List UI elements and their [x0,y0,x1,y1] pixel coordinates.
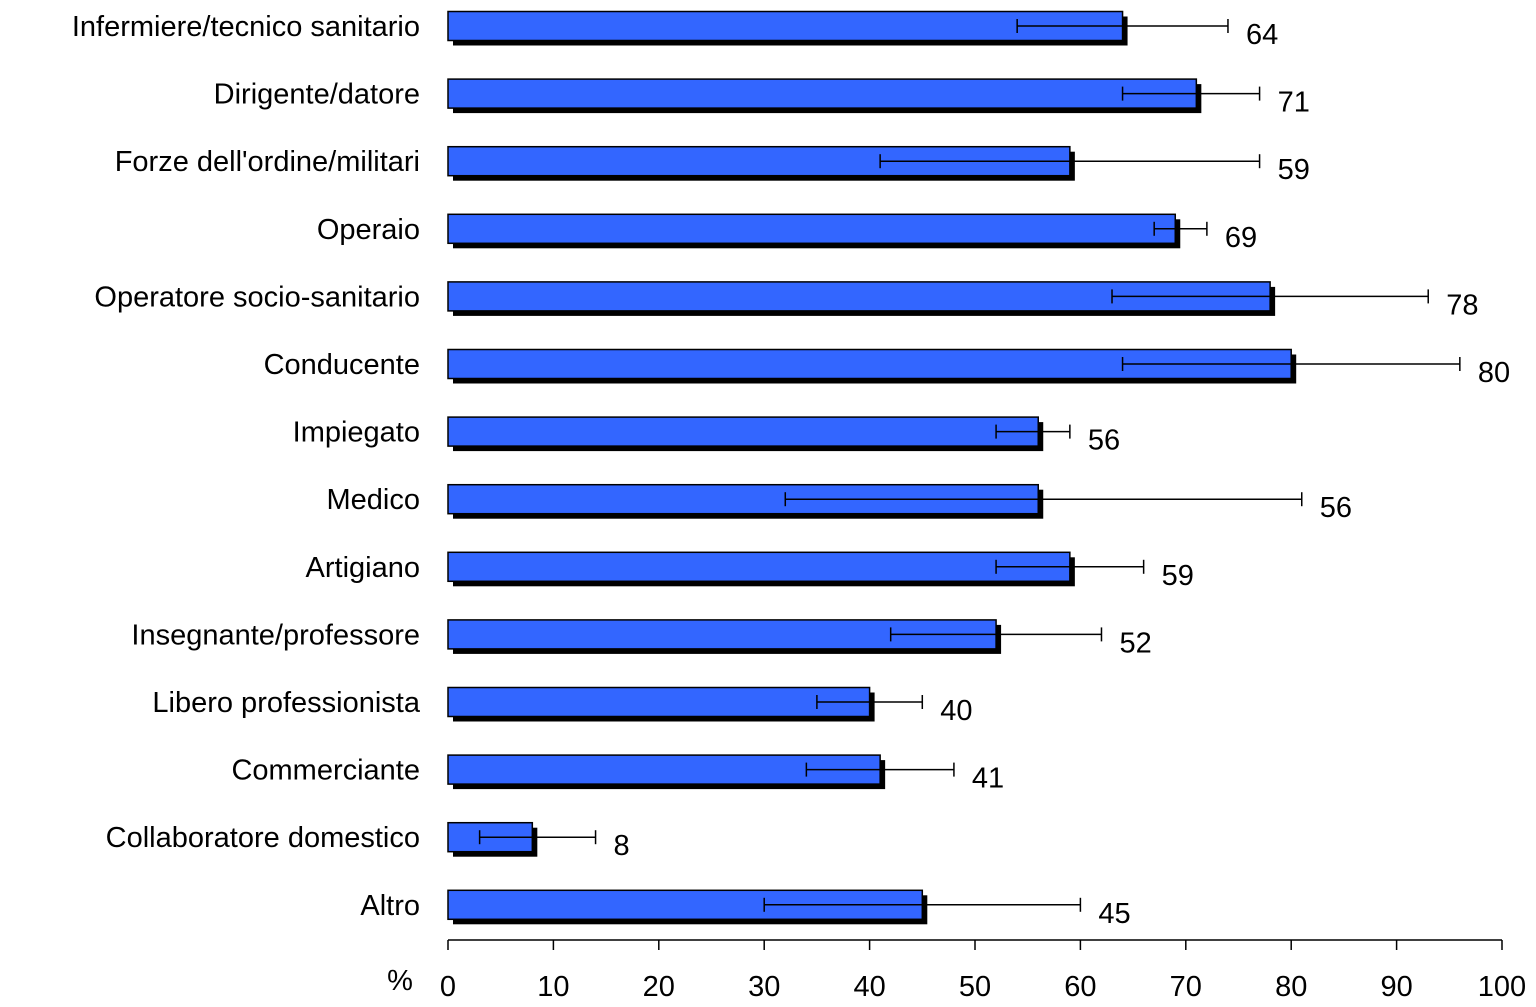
x-tick-label: 0 [440,971,456,1003]
bar [447,416,1039,447]
category-label: Dirigente/datore [214,79,420,111]
value-label: 71 [1278,87,1310,119]
value-label: 80 [1478,357,1510,389]
x-tick-label: 20 [643,971,675,1003]
category-label: Operatore socio-sanitario [94,281,420,313]
x-tick-label: 100 [1478,971,1526,1003]
value-label: 56 [1088,425,1120,457]
bar [447,10,1124,42]
category-label: Insegnante/professore [131,619,420,651]
x-axis: 0 10 20 30 40 50 60 70 80 90 100 [440,939,1526,1003]
x-tick-label: 60 [1064,971,1096,1003]
x-tick-label: 90 [1380,971,1412,1003]
category-label: Forze dell'ordine/militari [115,146,420,178]
value-label: 52 [1119,627,1151,659]
category-label: Collaboratore domestico [106,822,420,854]
value-label: 64 [1246,19,1278,51]
category-label: Infermiere/tecnico sanitario [72,11,420,43]
value-label: 78 [1446,289,1478,321]
category-label: Medico [327,484,421,516]
category-label: Operaio [317,214,420,246]
value-label: 45 [1098,898,1130,930]
x-tick-label: 70 [1170,971,1202,1003]
x-tick-label: 80 [1275,971,1307,1003]
x-tick-label: 30 [748,971,780,1003]
category-label: Impiegato [293,417,420,449]
value-label: 56 [1320,492,1352,524]
bar [447,551,1071,583]
bar [447,78,1198,109]
value-label: 41 [972,763,1004,795]
x-tick-label: 50 [959,971,991,1003]
value-label: 59 [1162,560,1194,592]
value-label: 40 [940,695,972,727]
value-label: 69 [1225,222,1257,254]
category-label: Artigiano [306,552,420,584]
x-tick-label: 40 [853,971,885,1003]
x-axis-title: % [387,965,413,997]
category-label: Commerciante [231,755,420,787]
value-label: 8 [614,830,630,862]
category-label: Conducente [264,349,420,381]
x-tick-label: 10 [537,971,569,1003]
category-label: Libero professionista [152,687,420,719]
bar [447,686,871,718]
bars-layer: Infermiere/tecnico sanitario 64 Dirigente/… [72,10,1510,930]
value-label: 59 [1278,154,1310,186]
bar [447,213,1177,245]
category-label: Altro [360,890,420,922]
